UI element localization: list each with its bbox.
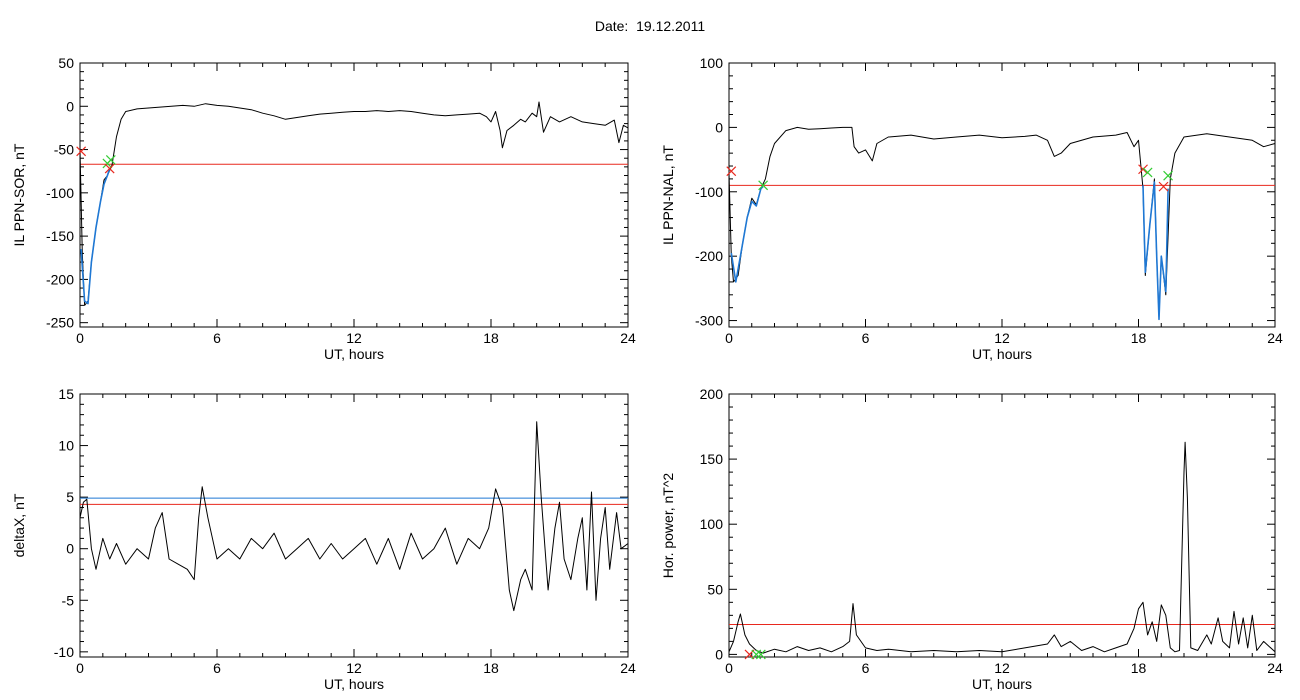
y-axis-label: Hor. power, nT^2 [660,473,676,579]
event-marker [1158,181,1169,192]
x-axis-label: UT, hours [972,676,1032,692]
y-tick-label: 50 [58,55,74,71]
figure-title: Date: 19.12.2011 [594,18,706,34]
event-marker [758,180,769,191]
series-line [728,126,1276,318]
y-tick-label: -200 [46,271,74,287]
y-tick-label: 0 [715,646,723,662]
x-tick-label: 18 [483,330,499,346]
x-tick-label: 18 [1131,330,1147,346]
y-tick-label: -200 [695,248,723,264]
x-tick-label: 0 [725,330,733,346]
highlight-series-line [1142,181,1169,321]
event-marker [76,146,87,157]
plot-frame [728,393,1276,658]
x-axis-label: UT, hours [324,676,384,692]
y-tick-label: 50 [707,581,723,597]
y-tick-label: 0 [66,98,74,114]
y-tick-label: 5 [66,489,74,505]
highlight-series-line [730,186,764,283]
y-tick-label: -300 [695,313,723,329]
x-tick-label: 18 [483,660,499,676]
y-tick-label: 0 [66,541,74,557]
y-tick-label: -150 [46,228,74,244]
y-tick-label: -10 [54,644,74,660]
x-axis-label: UT, hours [324,346,384,362]
highlight-series-line [80,168,111,305]
x-tick-label: 0 [725,660,733,676]
event-marker [755,649,766,660]
x-tick-label: 6 [862,330,870,346]
y-axis-label: deltaX, nT [11,493,27,557]
event-marker [726,166,737,177]
y-tick-label: -100 [695,184,723,200]
series-line [728,441,1276,654]
x-tick-label: 6 [862,660,870,676]
series-line [79,101,629,306]
plot-frame [79,62,629,328]
series-line [79,421,629,612]
panel-ppn-nal: 0 6 12 18 24 100 0 -100 -200 -300 UT, hours IL PPN-… [660,55,1283,362]
y-tick-label: -100 [46,185,74,201]
x-tick-label: 12 [994,330,1010,346]
y-tick-label: -5 [62,592,75,608]
plot-frame [728,62,1276,328]
y-tick-label: 150 [700,451,724,467]
x-axis-label: UT, hours [972,346,1032,362]
plot-frame [79,393,629,658]
y-tick-label: 10 [58,438,74,454]
panel-hor-power: 0 6 12 18 24 200 150 100 50 0 UT, hours Hor. power,… [660,386,1283,692]
x-tick-label: 0 [76,330,84,346]
y-tick-label: 15 [58,386,74,402]
x-tick-label: 12 [346,660,362,676]
x-tick-label: 12 [994,660,1010,676]
y-tick-label: 100 [700,516,724,532]
event-marker [1163,170,1173,181]
y-axis-label: IL PPN-SOR, nT [11,143,27,246]
event-marker [1138,164,1148,175]
event-marker [104,163,115,174]
x-tick-label: 6 [213,660,221,676]
y-tick-label: -250 [46,315,74,331]
x-tick-label: 24 [1267,660,1283,676]
x-tick-label: 24 [620,330,636,346]
x-tick-label: 0 [76,660,84,676]
event-marker [1142,167,1153,178]
y-tick-label: 100 [700,55,724,71]
y-tick-label: 200 [700,386,724,402]
x-tick-label: 24 [620,660,636,676]
y-tick-label: 0 [715,119,723,135]
event-marker [751,649,762,660]
panel-ppn-sor: 0 6 12 18 24 50 0 -50 -100 -150 -200 -250 UT, hours I… [11,55,636,362]
x-tick-label: 24 [1267,330,1283,346]
y-tick-label: -50 [54,142,74,158]
x-tick-label: 12 [346,330,362,346]
event-marker [105,155,116,165]
x-tick-label: 18 [1131,660,1147,676]
y-axis-label: IL PPN-NAL, nT [660,145,676,245]
panel-deltax: 0 6 12 18 24 15 10 5 0 -5 -10 UT, hours deltaX, nT [11,386,636,692]
x-tick-label: 6 [213,330,221,346]
